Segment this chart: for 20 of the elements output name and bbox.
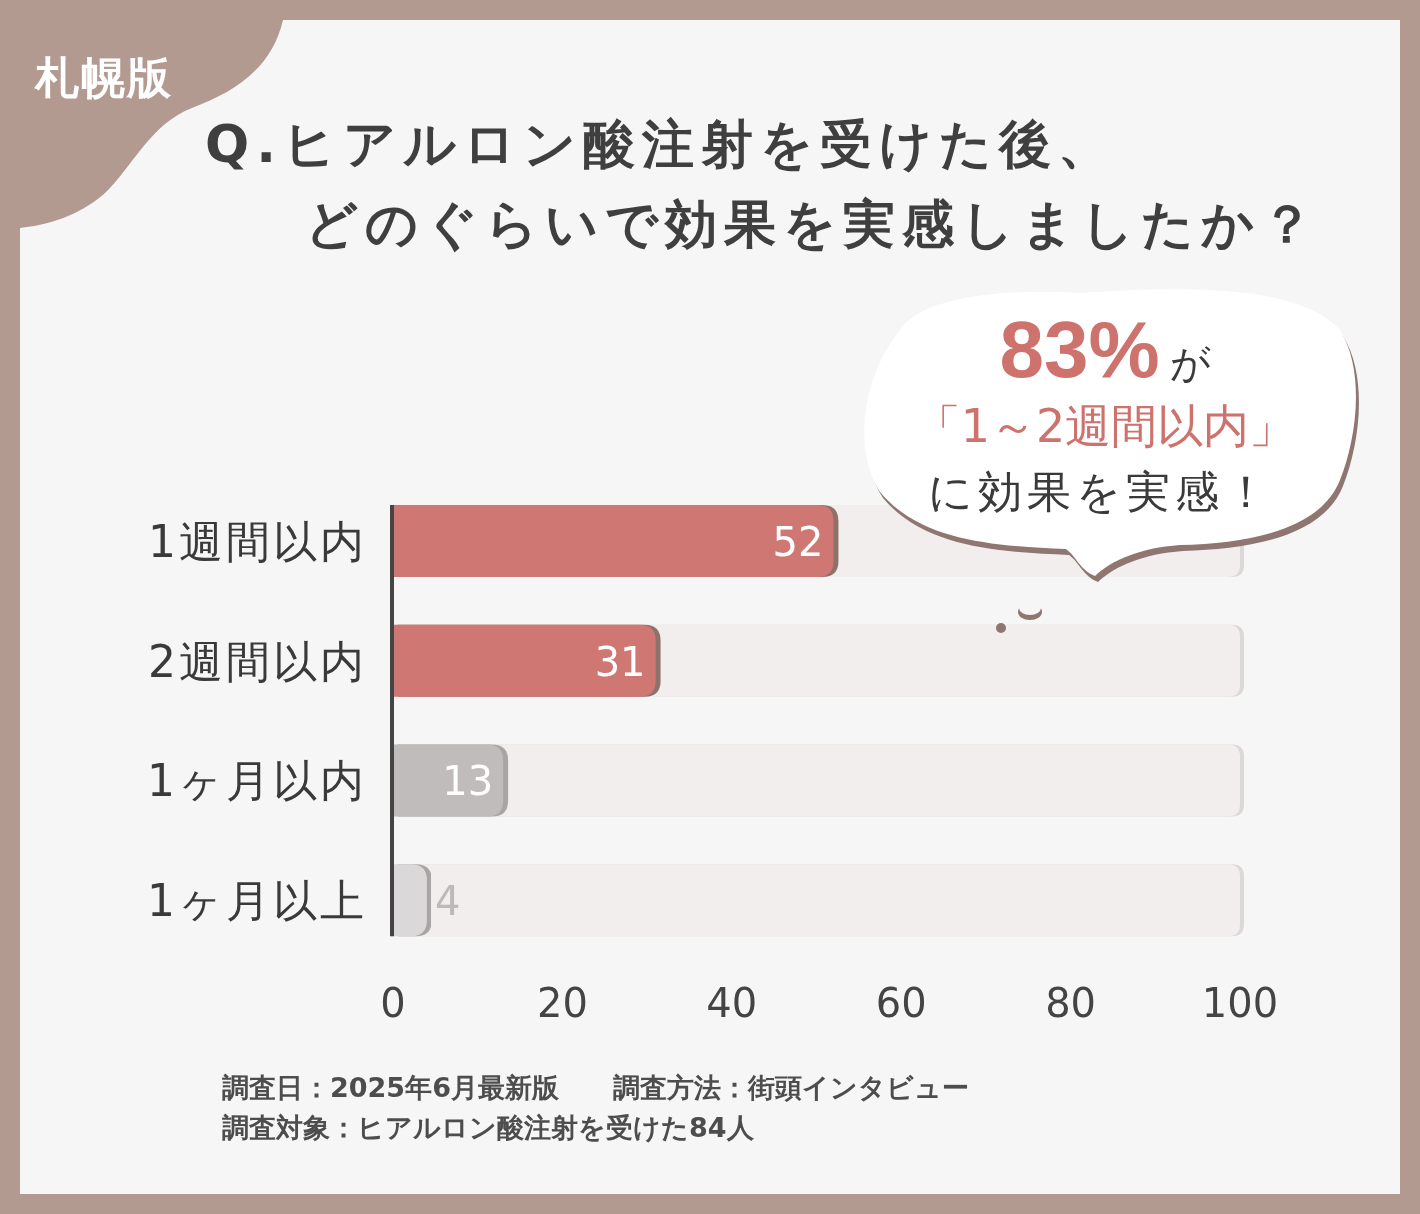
annotation: 調査対象：ヒアルロン酸注射を受けた84人 [222, 1112, 754, 1143]
y-tick-label: 1ヶ月以上 [147, 875, 367, 927]
chart-title: Q.ヒアルロン酸注射を受けた後、どのぐらいで効果を実感しましたか？ [205, 114, 1320, 254]
x-tick-label: 20 [536, 980, 588, 1026]
x-tick-label: 0 [380, 980, 406, 1026]
chart-subtitle: 札幌版 [33, 52, 173, 103]
x-tick-label: 80 [1045, 980, 1097, 1026]
y-tick-label: 2週間以内 [148, 635, 367, 687]
y-tick-label: 1週間以内 [148, 515, 367, 567]
annotation: 調査日：2025年6月最新版 調査方法：街頭インタビュー [222, 1072, 969, 1103]
annotation: 「1～2週間以内」 [914, 399, 1296, 453]
data-label: 31 [594, 638, 646, 685]
data-label: 52 [772, 518, 824, 565]
x-tick-label: 60 [875, 980, 927, 1026]
annotation: に効果を実感！ [927, 466, 1273, 517]
x-tick-label: 100 [1201, 980, 1279, 1026]
x-tick-label: 40 [706, 980, 758, 1026]
y-tick-label: 1ヶ月以内 [147, 755, 367, 807]
annotation: 83%が [999, 305, 1211, 394]
data-label: 13 [442, 758, 494, 805]
